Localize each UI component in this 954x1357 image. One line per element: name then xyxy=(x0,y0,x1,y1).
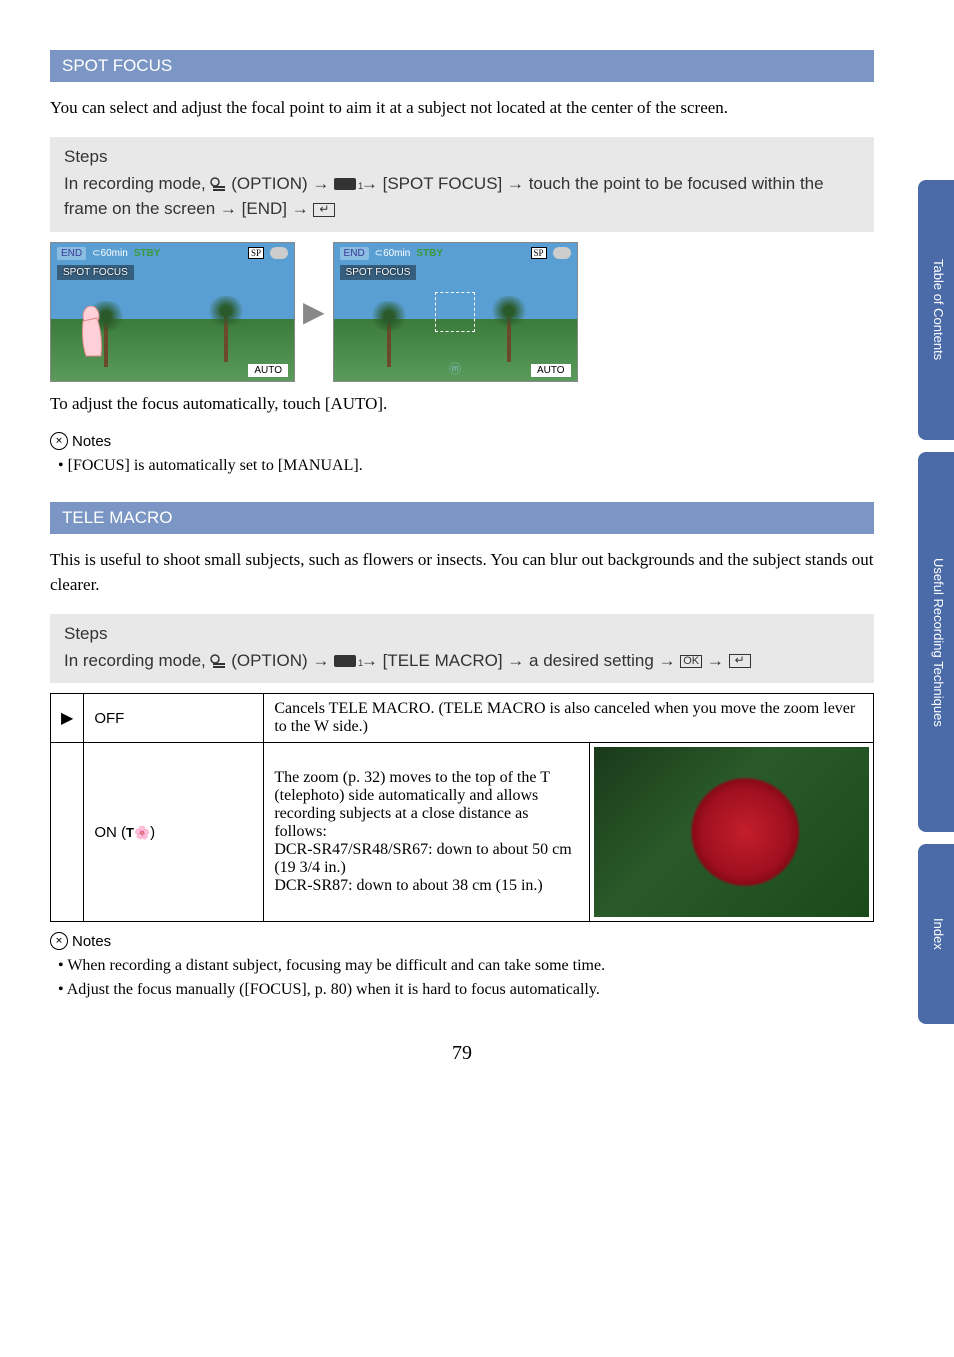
stby-indicator: STBY xyxy=(134,248,161,259)
notes-header: Notes xyxy=(50,432,874,450)
spot-focus-header: SPOT FOCUS xyxy=(50,50,874,82)
camera-tab-icon xyxy=(334,655,356,667)
notes-label: Notes xyxy=(72,933,111,950)
note-item: When recording a distant subject, focusi… xyxy=(58,954,874,978)
steps-text-part: (OPTION) → xyxy=(231,174,334,193)
hdd-icon xyxy=(553,247,571,259)
option-label: OFF xyxy=(84,694,264,743)
steps-text-part: (OPTION) → xyxy=(231,651,334,670)
spot-focus-screenshots: END ⊂60min STBY SP SPOT FOCUS AUTO ▶ END… xyxy=(50,242,874,382)
screen-mode-label: SPOT FOCUS xyxy=(57,265,134,280)
manual-focus-icon: ⓜ xyxy=(449,360,461,377)
sp-indicator: SP xyxy=(248,247,264,259)
tele-macro-steps-box: Steps In recording mode, (OPTION) → → [T… xyxy=(50,614,874,684)
steps-label: Steps xyxy=(64,147,860,167)
palm-tree-icon xyxy=(364,293,414,373)
ok-icon: OK xyxy=(680,655,702,668)
tab-index[interactable]: Index xyxy=(918,844,954,1024)
table-row: ▶ OFF Cancels TELE MACRO. (TELE MACRO is… xyxy=(51,694,874,743)
default-marker-empty xyxy=(51,743,84,922)
steps-text-part: → xyxy=(707,651,729,670)
notes-label: Notes xyxy=(72,433,111,450)
return-icon xyxy=(313,203,335,217)
tele-macro-icon: T🌸 xyxy=(126,825,150,840)
palm-tree-icon xyxy=(484,288,534,368)
end-button-icon: END xyxy=(340,247,369,260)
tab-useful-recording-techniques[interactable]: Useful Recording Techniques xyxy=(918,452,954,832)
option-icon xyxy=(210,177,226,191)
option-label: ON (T🌸) xyxy=(84,743,264,922)
tele-macro-notes: When recording a distant subject, focusi… xyxy=(50,954,874,1002)
option-icon xyxy=(210,654,226,668)
steps-label: Steps xyxy=(64,624,860,644)
note-item: [FOCUS] is automatically set to [MANUAL]… xyxy=(58,454,874,478)
note-icon xyxy=(50,932,68,950)
tele-macro-intro: This is useful to shoot small subjects, … xyxy=(50,548,874,597)
spot-focus-steps-box: Steps In recording mode, (OPTION) → → [S… xyxy=(50,137,874,232)
spot-focus-notes: [FOCUS] is automatically set to [MANUAL]… xyxy=(50,454,874,478)
tab-table-of-contents[interactable]: Table of Contents xyxy=(918,180,954,440)
screen-mode-label: SPOT FOCUS xyxy=(340,265,417,280)
option-desc: Cancels TELE MACRO. (TELE MACRO is also … xyxy=(264,694,874,743)
camera-screen-after: END ⊂60min STBY SP SPOT FOCUS ⓜ AUTO xyxy=(333,242,578,382)
page-number: 79 xyxy=(50,1042,874,1065)
option-desc: The zoom (p. 32) moves to the top of the… xyxy=(264,743,590,922)
side-tabs: Table of Contents Useful Recording Techn… xyxy=(918,180,954,1030)
spot-focus-steps-text: In recording mode, (OPTION) → → [SPOT FO… xyxy=(64,171,860,222)
battery-indicator: ⊂60min xyxy=(375,248,411,259)
example-image-cell xyxy=(590,743,874,922)
palm-tree-icon xyxy=(201,288,251,368)
tele-macro-header: TELE MACRO xyxy=(50,502,874,534)
steps-text-part: In recording mode, xyxy=(64,174,210,193)
table-row: ON (T🌸) The zoom (p. 32) moves to the to… xyxy=(51,743,874,922)
steps-text-part: → [TELE MACRO] → a desired setting → xyxy=(361,651,680,670)
page-content: SPOT FOCUS You can select and adjust the… xyxy=(0,0,954,1105)
auto-button-icon: AUTO xyxy=(248,364,288,377)
sp-indicator: SP xyxy=(531,247,547,259)
touch-finger-icon xyxy=(71,306,111,361)
default-marker: ▶ xyxy=(51,694,84,743)
end-button-icon: END xyxy=(57,247,86,260)
camera-tab-icon xyxy=(334,178,356,190)
auto-button-icon: AUTO xyxy=(531,364,571,377)
tele-macro-steps-text: In recording mode, (OPTION) → → [TELE MA… xyxy=(64,648,860,674)
note-icon xyxy=(50,432,68,450)
return-icon xyxy=(729,654,751,668)
note-item: Adjust the focus manually ([FOCUS], p. 8… xyxy=(58,978,874,1002)
camera-screen-before: END ⊂60min STBY SP SPOT FOCUS AUTO xyxy=(50,242,295,382)
hdd-icon xyxy=(270,247,288,259)
notes-header: Notes xyxy=(50,932,874,950)
spot-focus-intro: You can select and adjust the focal poin… xyxy=(50,96,874,121)
steps-text-part: In recording mode, xyxy=(64,651,210,670)
battery-indicator: ⊂60min xyxy=(92,248,128,259)
focus-box-icon xyxy=(435,292,475,332)
arrow-right-icon: ▶ xyxy=(303,295,325,329)
flower-example-image xyxy=(594,747,869,917)
auto-instruction: To adjust the focus automatically, touch… xyxy=(50,392,874,417)
stby-indicator: STBY xyxy=(416,248,443,259)
tele-macro-options-table: ▶ OFF Cancels TELE MACRO. (TELE MACRO is… xyxy=(50,693,874,922)
